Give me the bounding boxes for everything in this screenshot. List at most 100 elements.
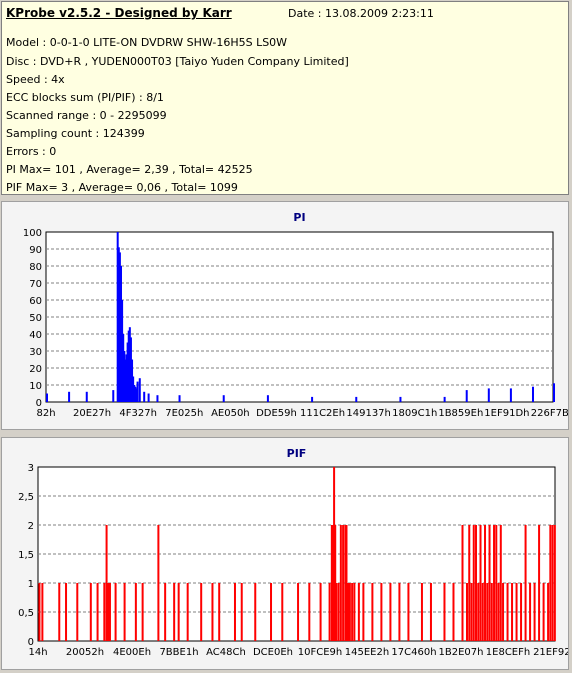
pi-bar <box>147 393 150 402</box>
pif-bar <box>106 583 109 641</box>
pif-bar <box>452 583 455 641</box>
pi-bar <box>266 395 269 402</box>
pi-bar <box>127 330 130 402</box>
pif-bar <box>76 583 79 641</box>
pi-bar <box>443 396 446 402</box>
pif-x-tick-label: 4E00Eh <box>113 647 151 658</box>
pif-bar <box>542 583 545 641</box>
pi-x-tick-label: 4F327h <box>119 408 157 419</box>
pif-bar <box>371 583 374 641</box>
pi-bar <box>143 391 146 402</box>
pif-bar <box>38 583 41 641</box>
pif-bar <box>347 583 350 641</box>
pif-bar <box>362 583 365 641</box>
pif-bar <box>177 583 180 641</box>
pif-bar <box>551 525 554 641</box>
pi-x-tick-label: 226F7Bh <box>531 408 568 419</box>
pif-bar <box>114 583 117 641</box>
pi-bar <box>311 396 314 402</box>
pif-bar <box>511 583 514 641</box>
pi-bar <box>178 395 181 402</box>
pi-bar <box>136 381 139 402</box>
pif-bar <box>211 583 214 641</box>
pif-chart: PIF 0 0,5 1 1,5 2 2,5 3 14h 20052h 4E00Eh 7BBE1h AC4… <box>18 447 572 658</box>
pi-x-tick-label: 82h <box>36 408 55 419</box>
pi-bar <box>123 351 126 402</box>
pif-y-tick-label: 3 <box>28 463 34 474</box>
pif-bar <box>335 583 338 641</box>
pif-bar <box>538 525 541 641</box>
pif-x-tick-label: 145EE2h <box>345 647 389 658</box>
pif-bar <box>103 583 106 641</box>
pif-bar <box>529 583 532 641</box>
pif-bar <box>420 583 423 641</box>
pi-x-tick-label: 111C2Eh <box>300 408 345 419</box>
pif-bar <box>353 583 356 641</box>
pi-bar <box>131 359 134 402</box>
pi-bar <box>125 354 128 402</box>
pi-x-tick-label: 20E27h <box>73 408 111 419</box>
pi-bar <box>126 342 129 402</box>
pif-x-tick-label: 1B2E07h <box>439 647 484 658</box>
pi-y-tick-label: 30 <box>29 347 42 358</box>
pi-bar <box>117 247 120 402</box>
pif-bar <box>477 583 480 641</box>
pi-chart-title: PI <box>293 211 305 224</box>
pif-bar <box>218 583 221 641</box>
pif-y-tick-label: 1,5 <box>18 550 34 561</box>
pif-y-tick-label: 2,5 <box>18 492 34 503</box>
pif-bar <box>398 583 401 641</box>
pif-bar <box>547 583 550 641</box>
pif-bar <box>506 583 509 641</box>
pi-chart: PI 0 10 20 30 40 50 60 70 80 90 100 82h 20E27h 4F327h 7… <box>23 211 572 419</box>
pif-bar <box>164 583 167 641</box>
pi-bar <box>156 395 159 402</box>
pif-bar <box>493 525 496 641</box>
pif-bar <box>333 467 336 641</box>
pif-bar <box>479 525 482 641</box>
pif-bar <box>254 583 257 641</box>
pif-x-tick-label: AC48Ch <box>206 647 246 658</box>
pif-bar <box>240 583 243 641</box>
pif-bar <box>41 583 44 641</box>
pif-bar <box>429 583 432 641</box>
pif-bar <box>96 583 99 641</box>
pi-bar <box>355 396 358 402</box>
pif-bar <box>319 583 322 641</box>
pif-x-tick-label: 14h <box>28 647 47 658</box>
sampling-count-line: Sampling count : 124399 <box>6 127 145 140</box>
pif-y-tick-label: 0 <box>28 637 34 648</box>
pif-summary-line: PIF Max= 3 , Average= 0,06 , Total= 1099 <box>6 181 238 194</box>
pif-bar <box>348 583 351 641</box>
disc-line: Disc : DVD+R , YUDEN000T03 [Taiyo Yuden … <box>6 55 349 68</box>
pif-x-tick-label: 1E8CEFh <box>486 647 530 658</box>
pi-bar <box>120 266 123 402</box>
pif-y-tick-label: 2 <box>28 521 34 532</box>
pi-y-tick-label: 70 <box>29 279 42 290</box>
pif-bar <box>486 583 489 641</box>
pif-bar <box>357 583 360 641</box>
pif-bar <box>173 583 176 641</box>
scan-date: Date : 13.08.2009 2:23:11 <box>288 7 434 20</box>
pif-bar <box>345 525 348 641</box>
pif-x-tick-label: DCE0Eh <box>253 647 293 658</box>
pi-bar <box>124 359 127 402</box>
pi-x-tick-label: AE050h <box>211 408 250 419</box>
pif-bar <box>533 583 536 641</box>
pi-y-tick-label: 0 <box>36 398 42 409</box>
pif-bar <box>553 525 556 641</box>
pif-x-tick-label: 20052h <box>66 647 104 658</box>
pi-y-tick-label: 20 <box>29 364 42 375</box>
pi-x-tick-label: 1809C1h <box>392 408 437 419</box>
pif-bar <box>65 583 68 641</box>
pif-bar <box>407 583 410 641</box>
pi-bar <box>135 388 138 402</box>
pif-bar <box>105 525 108 641</box>
pi-x-tick-label: 149137h <box>346 408 391 419</box>
pif-bar <box>461 525 464 641</box>
pif-bar <box>499 525 502 641</box>
pi-bar <box>68 391 71 402</box>
pi-bar <box>465 390 468 402</box>
pif-bar <box>495 525 498 641</box>
pi-bar <box>531 386 534 402</box>
